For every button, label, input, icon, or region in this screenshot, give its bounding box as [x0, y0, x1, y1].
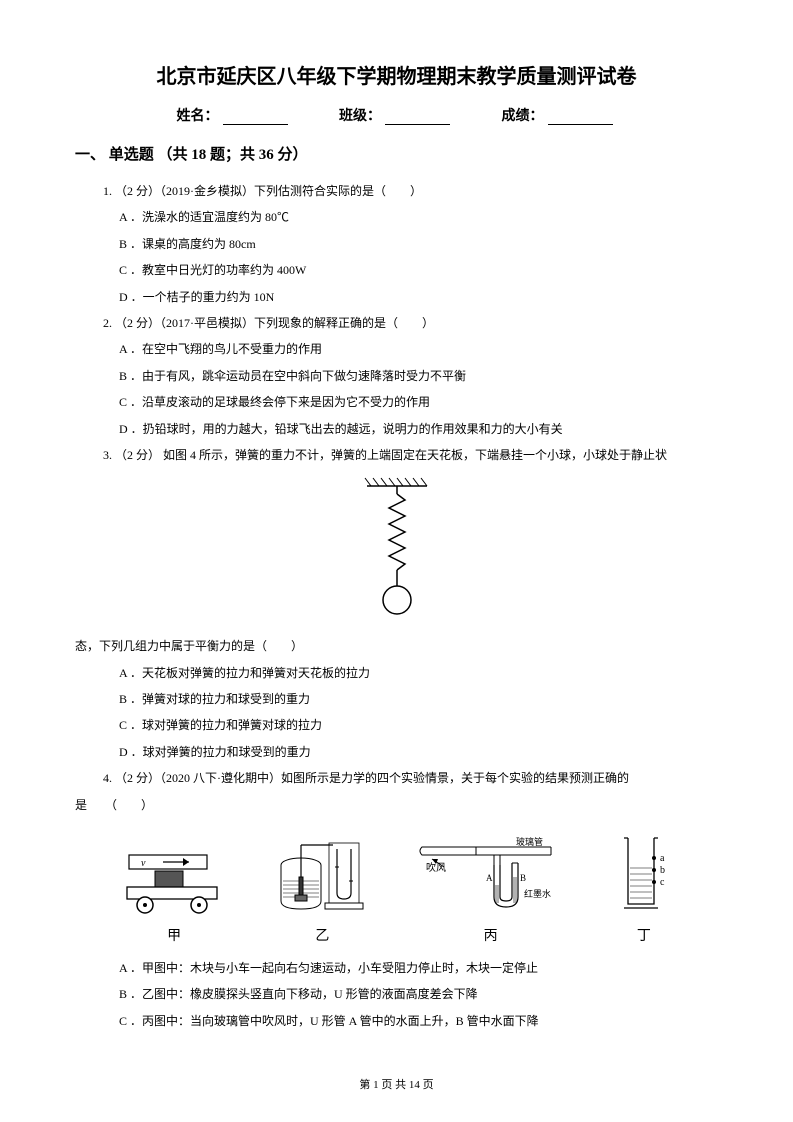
- q3-option-b: B ．弹簧对球的拉力和球受到的重力: [119, 686, 718, 712]
- glass-tube-label: 玻璃管: [516, 837, 543, 847]
- q3-option-d: D ．球对弹簧的拉力和球受到的重力: [119, 739, 718, 765]
- q2-option-c: C ．沿草皮滚动的足球最终会停下来是因为它不受力的作用: [119, 389, 718, 415]
- footer-current-page: 1: [373, 1079, 379, 1091]
- svg-text:a: a: [660, 853, 665, 864]
- q3-option-a: A ．天花板对弹簧的拉力和弹簧对天花板的拉力: [119, 660, 718, 686]
- diagram-panel-b: 乙: [277, 837, 367, 945]
- q4-continuation: 是 （ ）: [75, 792, 718, 818]
- diagram-label-a: 甲: [119, 925, 229, 945]
- q4-option-b: B ．乙图中：橡皮膜探头竖直向下移动，U 形管的液面高度差会下降: [119, 981, 718, 1007]
- q4-option-a: A ．甲图中：木块与小车一起向右匀速运动，小车受阻力停止时，木块一定停止: [119, 955, 718, 981]
- diagram-label-d: 丁: [614, 925, 674, 945]
- class-blank[interactable]: [385, 111, 450, 125]
- question-4: 4. （2 分）（2020 八下·遵化期中）如图所示是力学的四个实验情景，关于每…: [103, 765, 718, 791]
- name-label: 姓名：: [177, 109, 219, 124]
- q1-option-b: B ．课桌的高度约为 80cm: [119, 231, 718, 257]
- class-label: 班级：: [339, 109, 381, 124]
- name-blank[interactable]: [223, 111, 288, 125]
- page-footer: 第 1 页 共 14 页: [0, 1076, 793, 1092]
- q3-stem: 3. （2 分） 如图 4 所示，弹簧的重力不计，弹簧的上端固定在天花板，下端悬…: [103, 442, 718, 468]
- diagram-panel-c: 吹风 玻璃管 A B 红墨水 丙: [416, 837, 566, 945]
- q2-option-a: A ．在空中飞翔的鸟儿不受重力的作用: [119, 336, 718, 362]
- q1-option-a: A ．洗澡水的适宜温度约为 80℃: [119, 204, 718, 230]
- q1-option-d: D ．一个桔子的重力约为 10N: [119, 284, 718, 310]
- exam-title: 北京市延庆区八年级下学期物理期末教学质量测评试卷: [75, 60, 718, 89]
- footer-total-pages: 14: [409, 1079, 420, 1091]
- section-header: 一、 单选题 （共 18 题；共 36 分）: [75, 143, 718, 164]
- svg-text:c: c: [660, 877, 665, 888]
- svg-text:v: v: [141, 858, 146, 869]
- q1-option-c: C ．教室中日光灯的功率约为 400W: [119, 257, 718, 283]
- spring-diagram: [75, 476, 718, 621]
- student-info-row: 姓名： 班级： 成绩：: [75, 105, 718, 125]
- q2-option-d: D ．扔铅球时，用的力越大，铅球飞出去的越远，说明力的作用效果和力的大小有关: [119, 416, 718, 442]
- diagram-panel-a: v 甲: [119, 847, 229, 945]
- score-blank[interactable]: [548, 111, 613, 125]
- svg-text:B: B: [520, 873, 526, 883]
- q4-stem: 4. （2 分）（2020 八下·遵化期中）如图所示是力学的四个实验情景，关于每…: [103, 765, 718, 791]
- question-2: 2. （2 分）（2017·平邑模拟）下列现象的解释正确的是（ ） A ．在空中…: [103, 310, 718, 442]
- svg-text:A: A: [486, 873, 493, 883]
- question-1: 1. （2 分）（2019·金乡模拟）下列估测符合实际的是（ ） A ．洗澡水的…: [103, 178, 718, 310]
- q2-stem: 2. （2 分）（2017·平邑模拟）下列现象的解释正确的是（ ）: [103, 310, 718, 336]
- score-label: 成绩：: [502, 109, 544, 124]
- q2-option-b: B ．由于有风，跳伞运动员在空中斜向下做匀速降落时受力不平衡: [119, 363, 718, 389]
- diagram-label-c: 丙: [416, 925, 566, 945]
- footer-label-3: 页: [423, 1079, 434, 1091]
- footer-label-1: 第: [359, 1079, 370, 1091]
- svg-text:b: b: [660, 865, 665, 876]
- q4-option-c: C ．丙图中：当向玻璃管中吹风时，U 形管 A 管中的水面上升，B 管中水面下降: [119, 1008, 718, 1034]
- q1-stem: 1. （2 分）（2019·金乡模拟）下列估测符合实际的是（ ）: [103, 178, 718, 204]
- question-4-options: A ．甲图中：木块与小车一起向右匀速运动，小车受阻力停止时，木块一定停止 B ．…: [103, 955, 718, 1034]
- diagram-panel-d: a b c 丁: [614, 832, 674, 945]
- question-3-options: A ．天花板对弹簧的拉力和弹簧对天花板的拉力 B ．弹簧对球的拉力和球受到的重力…: [103, 660, 718, 766]
- q3-option-c: C ．球对弹簧的拉力和弹簧对球的拉力: [119, 712, 718, 738]
- footer-label-2: 页 共: [381, 1079, 406, 1091]
- q3-continuation: 态，下列几组力中属于平衡力的是（ ）: [75, 633, 718, 659]
- red-ink-label: 红墨水: [524, 888, 551, 899]
- question-3: 3. （2 分） 如图 4 所示，弹簧的重力不计，弹簧的上端固定在天花板，下端悬…: [103, 442, 718, 468]
- four-experiments-diagram: v 甲 乙: [95, 832, 698, 945]
- diagram-label-b: 乙: [277, 925, 367, 945]
